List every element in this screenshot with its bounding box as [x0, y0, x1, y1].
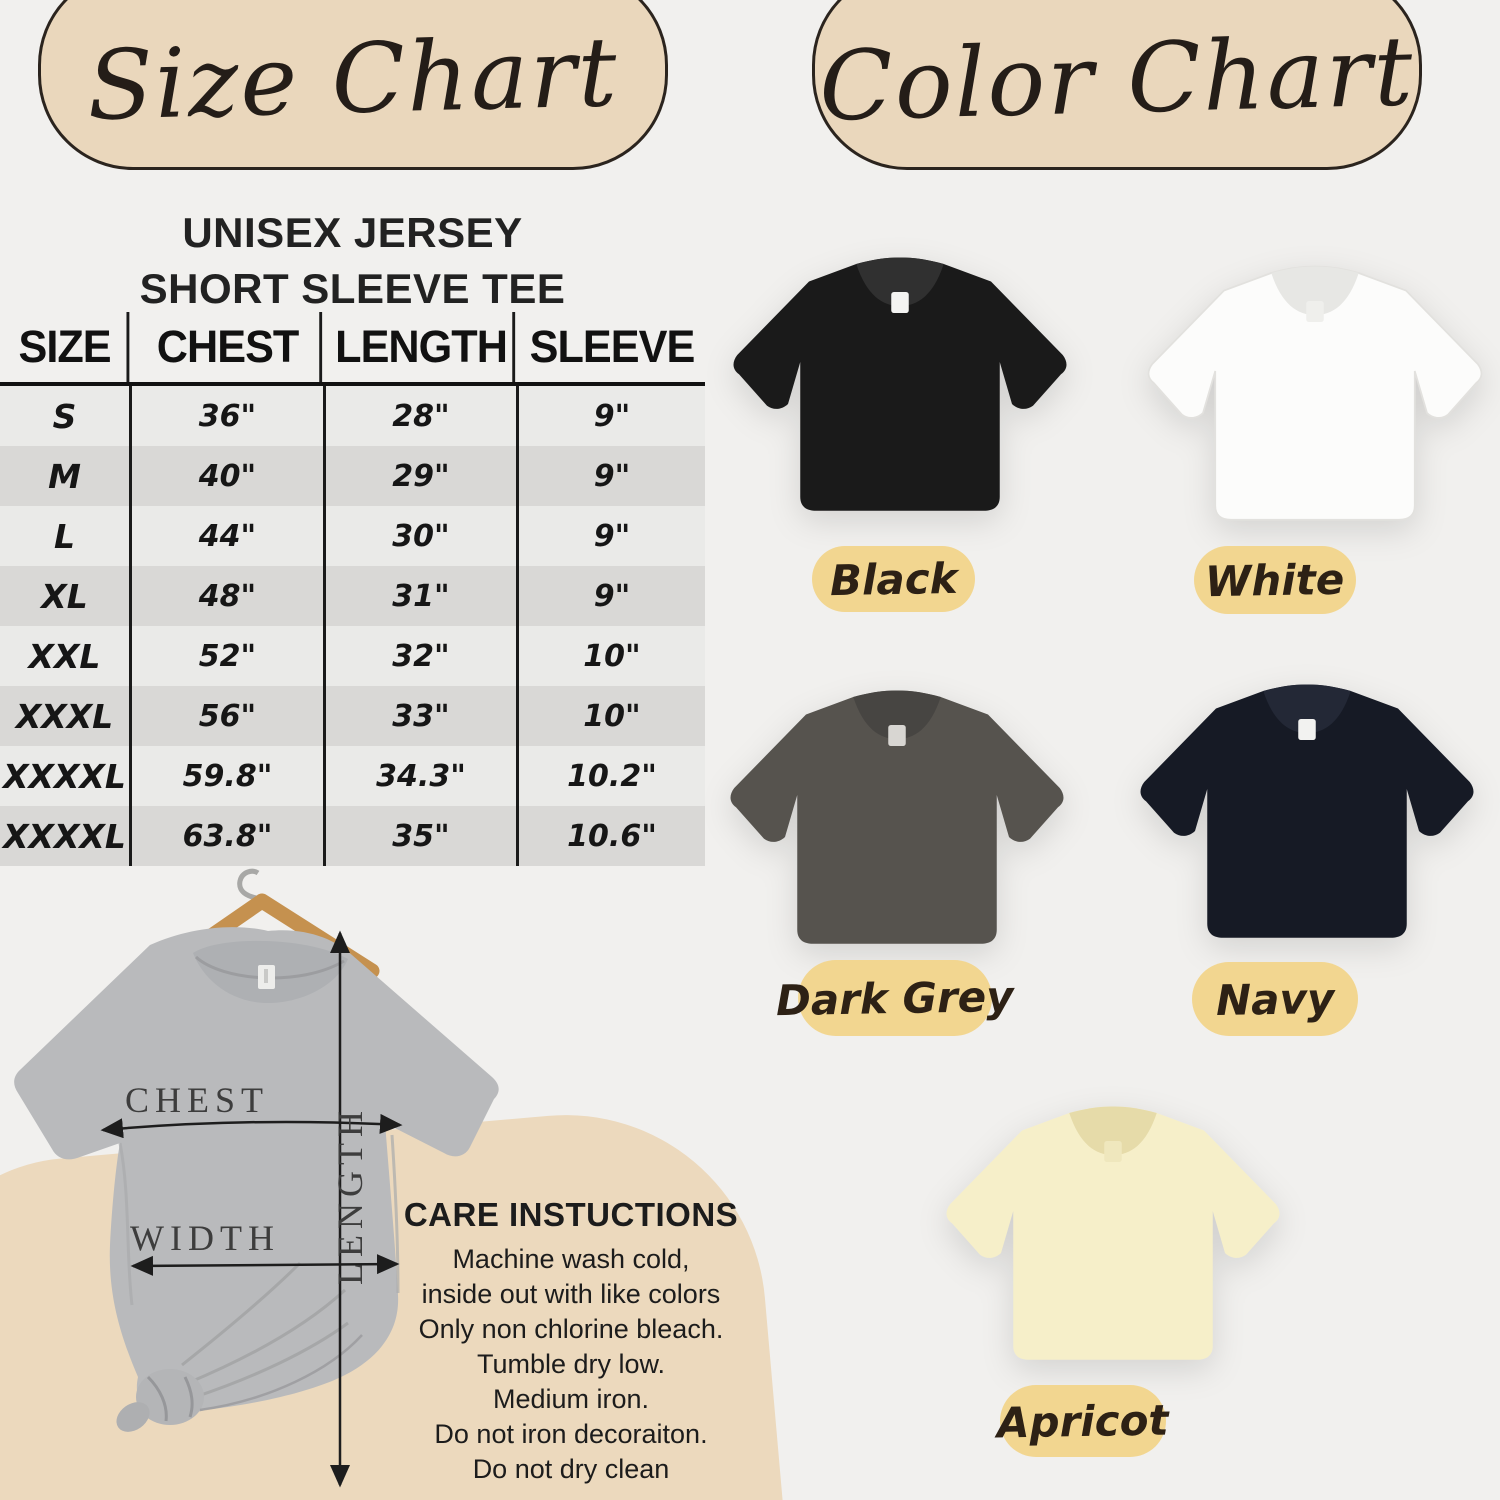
length-label: LENGTH	[330, 1105, 370, 1285]
product-heading-line2: SHORT SLEEVE TEE	[139, 265, 566, 312]
table-cell: 9"	[593, 518, 631, 554]
col-header-sleeve: SLEEVE	[529, 321, 696, 372]
table-cell: 44"	[132, 506, 326, 566]
table-cell: 28"	[326, 386, 519, 446]
table-cell: M	[0, 446, 132, 506]
size-chart-title: Size Chart	[86, 16, 621, 142]
size-chart-title-pill: Size Chart	[38, 0, 668, 170]
table-cell: 10"	[583, 638, 641, 674]
measure-arrows: CHEST WIDTH LENGTH	[100, 930, 403, 1488]
tshirt-dark-grey	[730, 690, 1064, 944]
table-cell: 10"	[583, 698, 641, 734]
color-name: White	[1204, 554, 1346, 606]
table-cell: 9"	[593, 458, 631, 494]
table-cell: 32"	[326, 626, 519, 686]
col-header-length: LENGTH	[330, 312, 516, 382]
care-title: CARE INSTUCTIONS	[403, 1196, 739, 1233]
grey-tshirt-photo	[14, 927, 499, 1432]
neck-tag	[1298, 719, 1316, 740]
care-line: Tumble dry low.	[476, 1349, 666, 1379]
neck-tag	[1104, 1141, 1122, 1162]
table-cell: 29"	[326, 446, 519, 506]
table-row: XXXL 56" 33" 10"	[0, 686, 705, 746]
table-cell: 30"	[326, 506, 519, 566]
color-name: Black	[829, 553, 958, 605]
table-cell: XXL	[0, 626, 132, 686]
care-line: inside out with like colors	[421, 1279, 721, 1309]
table-row: XXXXL 59.8" 34.3" 10.2"	[0, 746, 705, 806]
table-cell: XXXL	[0, 686, 132, 746]
neck-tag	[888, 725, 906, 746]
care-instructions: CARE INSTUCTIONS Machine wash cold, insi…	[392, 1196, 750, 1487]
care-line: Machine wash cold,	[452, 1244, 690, 1274]
chest-arrow	[100, 1113, 403, 1139]
width-arrow	[130, 1254, 400, 1276]
table-cell: 10.2"	[567, 758, 657, 794]
table-row: L 44" 30" 9"	[0, 506, 705, 566]
table-cell: 63.8"	[132, 806, 326, 866]
table-cell: 9"	[593, 398, 631, 434]
table-cell: 59.8"	[132, 746, 326, 806]
table-row: S 36" 28" 9"	[0, 386, 705, 446]
care-line: Medium iron.	[492, 1384, 650, 1414]
color-label-white: White	[1194, 546, 1356, 614]
col-header-chest: CHEST	[136, 312, 323, 382]
table-cell: 35"	[326, 806, 519, 866]
table-row: XL 48" 31" 9"	[0, 566, 705, 626]
table-cell: XXXXL	[0, 806, 132, 866]
color-name: Dark Grey	[775, 971, 1015, 1025]
color-label-navy: Navy	[1192, 962, 1358, 1036]
table-cell: 10.6"	[567, 818, 657, 854]
product-heading: UNISEX JERSEY SHORT SLEEVE TEE	[0, 205, 705, 317]
table-cell: 36"	[132, 386, 326, 446]
table-row: XXXXL 63.8" 35" 10.6"	[0, 806, 705, 866]
tshirt-black	[733, 257, 1067, 511]
width-label: WIDTH	[130, 1218, 280, 1258]
neck-tag	[891, 292, 909, 313]
tshirt-apricot	[946, 1106, 1280, 1360]
table-cell: 48"	[132, 566, 326, 626]
size-table-header-row: SIZE CHEST LENGTH SLEEVE	[0, 312, 705, 386]
size-table-body: S 36" 28" 9" M 40" 29" 9" L 44" 30" 9" X…	[0, 386, 705, 866]
table-cell: L	[0, 506, 132, 566]
chest-label: CHEST	[125, 1080, 269, 1120]
table-cell: XL	[0, 566, 132, 626]
table-row: M 40" 29" 9"	[0, 446, 705, 506]
color-chart-title: Color Chart	[818, 15, 1417, 143]
table-cell: S	[0, 386, 132, 446]
color-label-black: Black	[812, 546, 975, 612]
size-table: SIZE CHEST LENGTH SLEEVE S 36" 28" 9" M …	[0, 312, 705, 866]
care-line: Do not dry clean	[472, 1454, 670, 1484]
table-cell: 56"	[132, 686, 326, 746]
table-cell: XXXXL	[0, 746, 132, 806]
tshirt-navy	[1140, 684, 1474, 938]
table-cell: 52"	[132, 626, 326, 686]
product-heading-line1: UNISEX JERSEY	[182, 209, 523, 256]
care-line: Only non chlorine bleach.	[418, 1314, 724, 1344]
table-row: XXL 52" 32" 10"	[0, 626, 705, 686]
tshirt-white	[1147, 265, 1483, 521]
table-cell: 34.3"	[326, 746, 519, 806]
color-label-dark-grey: Dark Grey	[776, 960, 1014, 1036]
neck-tag	[1306, 301, 1324, 322]
table-cell: 33"	[326, 686, 519, 746]
tshirt-measurement-photo: CHEST WIDTH LENGTH	[14, 868, 499, 1488]
color-label-apricot: Apricot	[996, 1385, 1170, 1457]
table-cell: 31"	[326, 566, 519, 626]
color-name: Navy	[1215, 973, 1335, 1025]
care-line: Do not iron decoraiton.	[434, 1419, 708, 1449]
color-chart-title-pill: Color Chart	[812, 0, 1422, 170]
table-cell: 9"	[593, 578, 631, 614]
col-header-size: SIZE	[3, 312, 130, 382]
color-name: Apricot	[996, 1395, 1170, 1447]
table-cell: 40"	[132, 446, 326, 506]
